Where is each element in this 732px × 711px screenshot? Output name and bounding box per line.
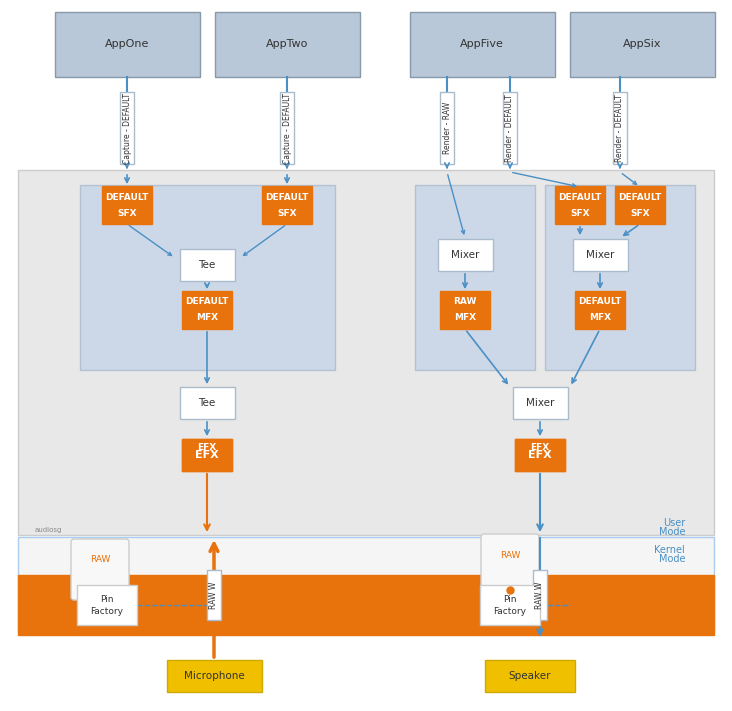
Text: SFX: SFX <box>277 208 296 218</box>
Bar <box>262 186 312 224</box>
Text: Microphone: Microphone <box>184 671 244 681</box>
Bar <box>615 186 665 224</box>
Bar <box>545 185 695 370</box>
Text: DEFAULT: DEFAULT <box>185 297 228 306</box>
Bar <box>280 92 294 164</box>
Text: Capture - DEFAULT: Capture - DEFAULT <box>122 92 132 164</box>
Text: RAW W: RAW W <box>209 582 218 609</box>
Bar <box>77 585 137 625</box>
Text: Pin: Pin <box>504 596 517 604</box>
Bar <box>120 92 134 164</box>
Text: SFX: SFX <box>570 208 590 218</box>
Bar <box>503 92 517 164</box>
Bar <box>515 439 565 471</box>
Text: EFX: EFX <box>198 442 217 451</box>
Text: MFX: MFX <box>196 314 218 323</box>
Bar <box>573 239 628 271</box>
Bar <box>440 291 490 329</box>
Text: Mixer: Mixer <box>586 250 614 260</box>
Text: AppTwo: AppTwo <box>266 39 308 49</box>
Text: Mode: Mode <box>659 527 685 537</box>
Text: Capture - DEFAULT: Capture - DEFAULT <box>283 92 291 164</box>
Text: Factory: Factory <box>493 607 526 616</box>
Bar <box>613 92 627 164</box>
Text: Mode: Mode <box>659 554 685 564</box>
Bar <box>167 660 262 692</box>
Bar <box>55 12 200 77</box>
Text: EFX: EFX <box>195 450 219 460</box>
Bar <box>18 537 714 632</box>
Bar <box>18 575 714 635</box>
Text: RAW: RAW <box>500 550 520 560</box>
Bar <box>180 387 235 419</box>
Bar <box>513 387 568 419</box>
Text: Render - DEFAULT: Render - DEFAULT <box>506 94 515 162</box>
Text: Render - RAW: Render - RAW <box>443 102 452 154</box>
Text: DEFAULT: DEFAULT <box>105 193 149 201</box>
Bar <box>102 186 152 224</box>
Bar <box>207 570 221 620</box>
Text: AppOne: AppOne <box>105 39 149 49</box>
Text: DEFAULT: DEFAULT <box>559 193 602 201</box>
FancyBboxPatch shape <box>71 539 129 600</box>
Text: RAW: RAW <box>90 555 111 565</box>
Bar <box>215 12 360 77</box>
Text: Render - DEFAULT: Render - DEFAULT <box>616 94 624 162</box>
Text: Pin: Pin <box>100 596 113 604</box>
Text: AppSix: AppSix <box>623 39 661 49</box>
Bar <box>438 239 493 271</box>
Bar <box>533 570 547 620</box>
FancyBboxPatch shape <box>481 534 539 595</box>
Bar <box>480 585 540 625</box>
Bar <box>182 439 232 471</box>
Text: EFX: EFX <box>528 450 552 460</box>
Text: SFX: SFX <box>630 208 650 218</box>
Text: audiosg: audiosg <box>35 527 62 533</box>
Bar <box>180 249 235 281</box>
Text: AppFive: AppFive <box>460 39 504 49</box>
Text: Mixer: Mixer <box>451 250 479 260</box>
Text: Tee: Tee <box>198 398 216 408</box>
Bar <box>555 186 605 224</box>
Text: Mixer: Mixer <box>526 398 554 408</box>
Text: SFX: SFX <box>117 208 137 218</box>
Text: DEFAULT: DEFAULT <box>619 193 662 201</box>
Bar <box>18 170 714 535</box>
Text: DEFAULT: DEFAULT <box>578 297 621 306</box>
Text: User: User <box>662 518 685 528</box>
Text: MFX: MFX <box>454 314 476 323</box>
Text: RAW W: RAW W <box>536 582 545 609</box>
Text: Factory: Factory <box>91 607 124 616</box>
Text: RAW: RAW <box>453 297 477 306</box>
Bar <box>485 660 575 692</box>
Text: Kernel: Kernel <box>654 545 685 555</box>
Bar <box>415 185 535 370</box>
Bar <box>570 12 715 77</box>
Bar <box>515 439 565 471</box>
Text: DEFAULT: DEFAULT <box>265 193 309 201</box>
Text: Tee: Tee <box>198 260 216 270</box>
Text: Speaker: Speaker <box>509 671 551 681</box>
Text: MFX: MFX <box>589 314 611 323</box>
Text: EFX: EFX <box>531 442 550 451</box>
Bar <box>440 92 454 164</box>
Bar <box>410 12 555 77</box>
Bar <box>182 291 232 329</box>
Bar <box>182 439 232 471</box>
Bar <box>80 185 335 370</box>
Bar <box>575 291 625 329</box>
